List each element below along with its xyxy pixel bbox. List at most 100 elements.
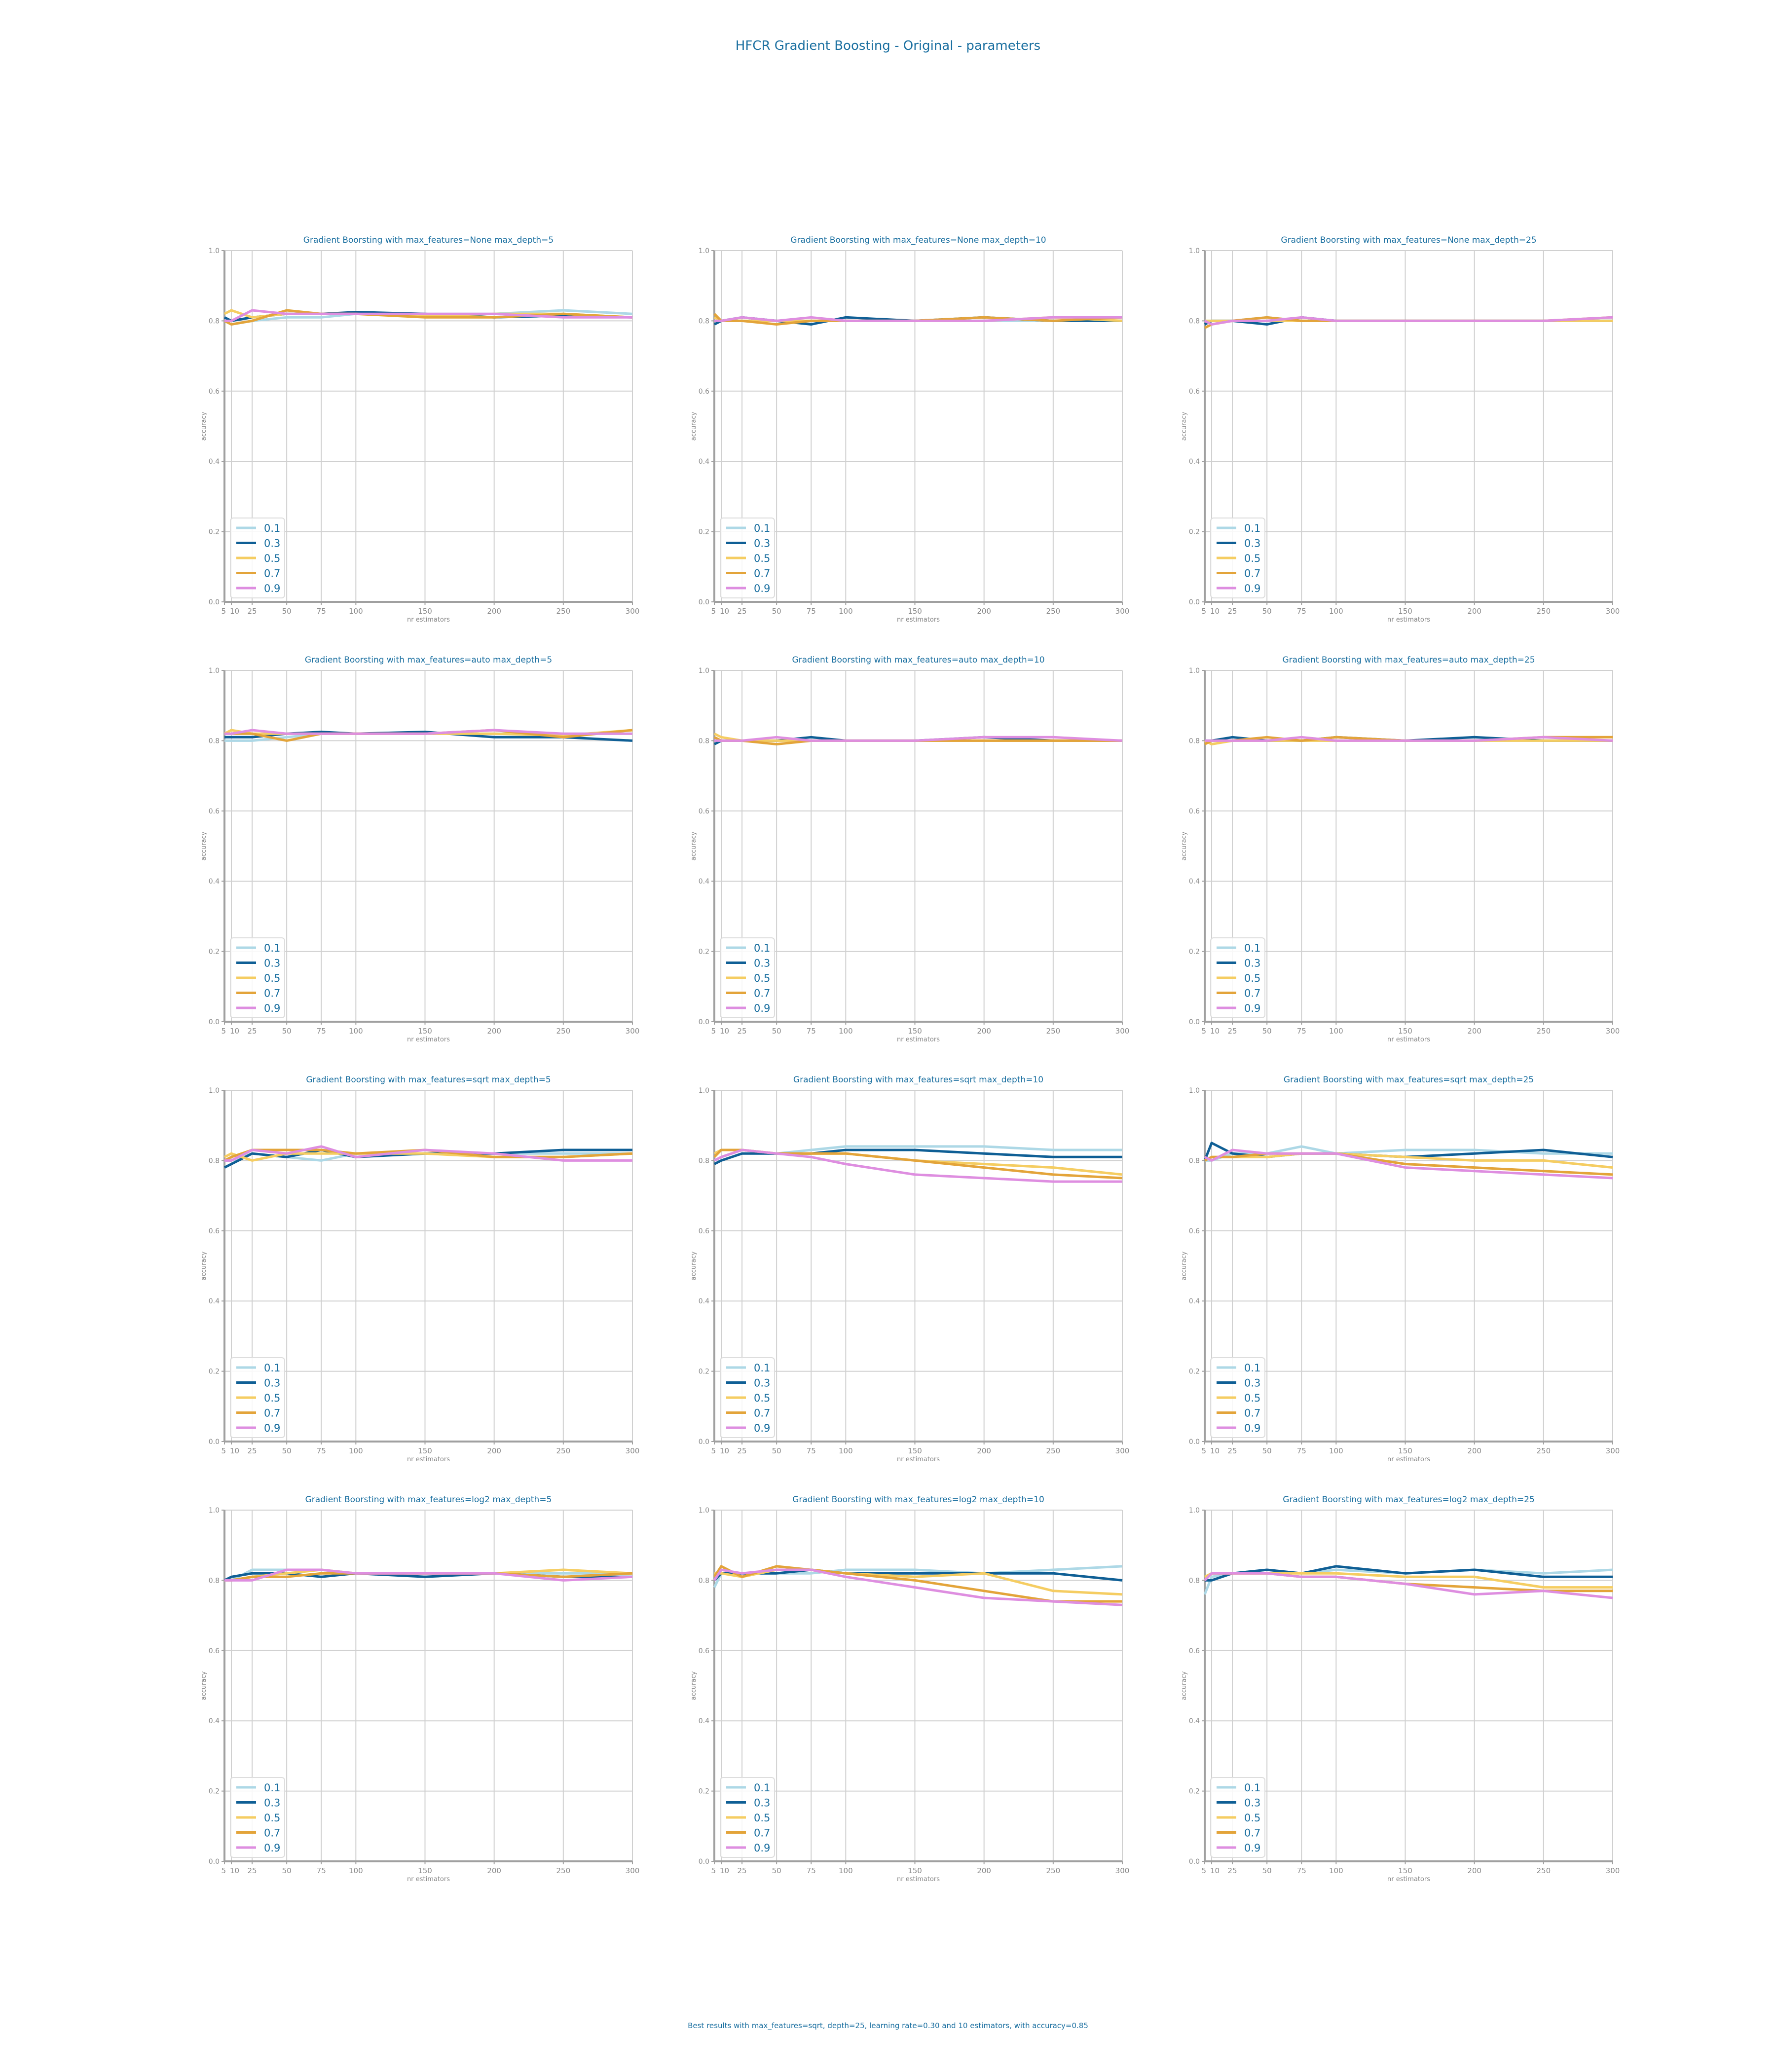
x-tick-label: 75: [807, 1446, 816, 1455]
x-tick-label: 200: [977, 1446, 991, 1455]
x-tick-label: 150: [418, 1446, 432, 1455]
y-axis-label: accuracy: [1181, 411, 1188, 441]
y-tick-label: 0.0: [699, 598, 709, 606]
subplot-title: Gradient Boorsting with max_features=Non…: [790, 235, 1046, 245]
subplot-title: Gradient Boorsting with max_features=sqr…: [793, 1075, 1043, 1085]
legend-label: 0.3: [264, 538, 280, 550]
y-tick-label: 0.8: [1189, 1157, 1200, 1165]
x-tick-label: 5: [711, 607, 716, 616]
x-tick-label: 25: [1228, 1446, 1237, 1455]
x-tick-label: 10: [230, 607, 239, 616]
x-tick-label: 200: [1467, 607, 1481, 616]
legend-label: 0.5: [754, 1812, 770, 1824]
x-axis-label: nr estimators: [1387, 1876, 1430, 1883]
figure-footer: Best results with max_features=sqrt, dep…: [688, 2021, 1088, 2030]
legend-label: 0.5: [754, 1392, 770, 1404]
x-tick-label: 25: [738, 1027, 747, 1036]
y-tick-label: 0.6: [209, 808, 220, 815]
legend-label: 0.1: [1244, 1362, 1260, 1374]
figure-title: HFCR Gradient Boosting - Original - para…: [735, 38, 1041, 53]
legend-label: 0.5: [754, 972, 770, 984]
x-tick-label: 100: [349, 607, 363, 616]
x-axis-label: nr estimators: [407, 1036, 450, 1043]
x-axis-label: nr estimators: [1387, 1456, 1430, 1463]
x-tick-label: 200: [977, 1027, 991, 1036]
y-tick-label: 0.2: [209, 528, 220, 536]
x-tick-label: 250: [1046, 1446, 1061, 1455]
x-tick-label: 50: [282, 1027, 292, 1036]
legend-label: 0.7: [754, 1827, 770, 1839]
y-tick-label: 1.0: [209, 247, 220, 255]
y-tick-label: 0.2: [1189, 1368, 1200, 1376]
x-axis-label: nr estimators: [897, 1036, 940, 1043]
y-tick-label: 1.0: [1189, 1087, 1200, 1095]
legend-label: 0.5: [1244, 972, 1260, 984]
legend-label: 0.7: [1244, 568, 1260, 580]
x-tick-label: 300: [626, 607, 640, 616]
x-tick-label: 25: [738, 1866, 747, 1875]
subplot-title: Gradient Boorsting with max_features=Non…: [303, 235, 554, 245]
legend-label: 0.5: [264, 972, 280, 984]
x-tick-label: 100: [349, 1866, 363, 1875]
x-tick-label: 150: [908, 607, 922, 616]
x-tick-label: 300: [626, 1446, 640, 1455]
x-tick-label: 50: [772, 1027, 781, 1036]
x-axis-label: nr estimators: [407, 616, 450, 624]
x-tick-label: 250: [1046, 1866, 1061, 1875]
y-tick-label: 0.4: [699, 1297, 709, 1305]
legend: [1210, 1357, 1265, 1438]
x-tick-label: 200: [487, 1027, 501, 1036]
legend-label: 0.7: [264, 1407, 280, 1419]
x-tick-label: 75: [317, 607, 326, 616]
y-tick-label: 0.6: [209, 1647, 220, 1655]
y-tick-label: 0.8: [209, 1157, 220, 1165]
legend-label: 0.7: [1244, 1827, 1260, 1839]
legend-label: 0.1: [754, 942, 770, 954]
y-tick-label: 0.6: [209, 388, 220, 396]
y-tick-label: 0.0: [1189, 1438, 1200, 1446]
y-tick-label: 0.2: [699, 528, 709, 536]
x-tick-label: 150: [418, 1027, 432, 1036]
x-tick-label: 200: [1467, 1027, 1481, 1036]
x-tick-label: 150: [1398, 1027, 1412, 1036]
series-line-0.9: [714, 316, 1122, 322]
legend-label: 0.9: [1244, 1002, 1260, 1014]
x-tick-label: 250: [1537, 1027, 1551, 1036]
x-tick-label: 5: [221, 1866, 226, 1875]
series-line-0.7: [1204, 316, 1613, 329]
series-line-0.9: [713, 1148, 1122, 1183]
legend: [230, 1357, 285, 1438]
y-tick-label: 0.4: [699, 1717, 709, 1725]
x-tick-label: 75: [317, 1866, 326, 1875]
legend-label: 0.3: [754, 538, 770, 550]
series-line-0.9: [713, 1568, 1123, 1606]
x-tick-label: 250: [1537, 607, 1551, 616]
x-tick-label: 10: [230, 1866, 239, 1875]
y-tick-label: 0.4: [209, 1717, 220, 1725]
legend-label: 0.3: [264, 1377, 280, 1389]
x-tick-label: 5: [221, 1027, 226, 1036]
legend-label: 0.3: [264, 958, 280, 969]
y-tick-label: 0.2: [209, 1368, 220, 1376]
subplot-2: Gradient Boorsting with max_features=Non…: [690, 235, 1129, 624]
series-line-0.3: [713, 1568, 1123, 1582]
y-tick-label: 0.0: [699, 1438, 709, 1446]
y-tick-label: 0.0: [1189, 1018, 1200, 1026]
y-tick-label: 0.8: [209, 317, 220, 325]
y-tick-label: 0.6: [699, 388, 709, 396]
legend-label: 0.3: [1244, 1797, 1260, 1809]
y-tick-label: 0.6: [699, 1227, 709, 1235]
legend-label: 0.7: [754, 1407, 770, 1419]
x-tick-label: 300: [1606, 1446, 1620, 1455]
x-tick-label: 150: [418, 607, 432, 616]
series-line-0.5: [1204, 739, 1613, 745]
x-tick-label: 25: [1228, 1027, 1237, 1036]
x-tick-label: 5: [1201, 1027, 1206, 1036]
y-tick-label: 0.0: [1189, 1858, 1200, 1866]
x-axis-label: nr estimators: [897, 1456, 940, 1463]
x-tick-label: 250: [556, 1027, 571, 1036]
legend-label: 0.9: [1244, 1422, 1260, 1434]
y-tick-label: 1.0: [1189, 667, 1200, 675]
x-tick-label: 5: [1201, 1866, 1206, 1875]
x-tick-label: 10: [720, 1446, 729, 1455]
